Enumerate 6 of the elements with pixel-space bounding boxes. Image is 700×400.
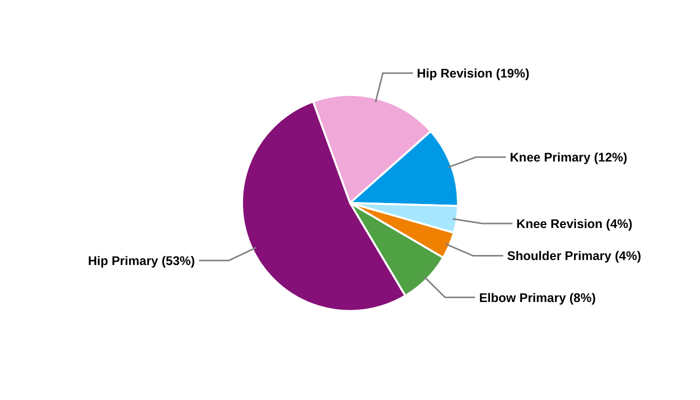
slice-label: Shoulder Primary (4%) bbox=[507, 249, 642, 264]
slice-label: Hip Revision (19%) bbox=[416, 66, 530, 80]
slice-label: Knee Primary (12%) bbox=[510, 150, 628, 165]
slice-label: Hip Primary (53%) bbox=[88, 254, 195, 268]
slice-label: Knee Revision (4%) bbox=[516, 216, 632, 231]
slice-label: Elbow Primary (8%) bbox=[479, 290, 596, 305]
